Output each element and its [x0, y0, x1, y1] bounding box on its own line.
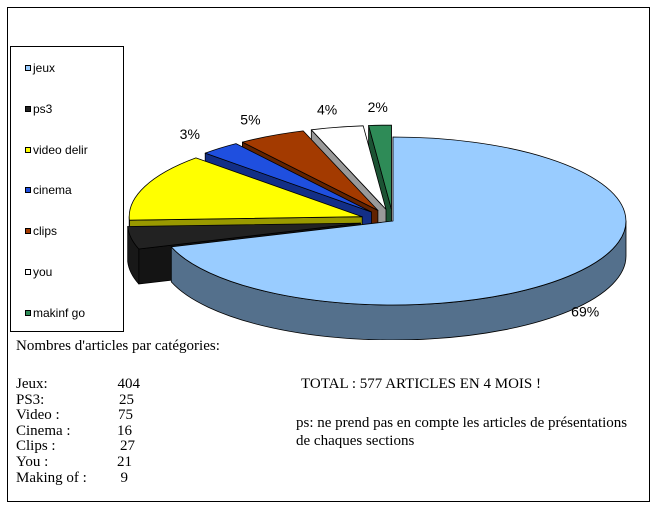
stat-row: Video : 75 [16, 407, 176, 423]
legend-item: jeux [25, 61, 56, 75]
stat-value: 404 [117, 376, 141, 392]
legend-item: you [25, 265, 53, 279]
stat-label: PS3: [16, 391, 45, 408]
stat-row: Clips : 27 [16, 438, 176, 454]
pie-slice [127, 222, 361, 250]
stat-row: PS3: 25 [16, 392, 176, 408]
stat-value: 9 [120, 469, 129, 486]
slice-percent-label: 4% [317, 102, 337, 118]
chart-frame [7, 7, 650, 502]
legend-item: makinf go [25, 305, 86, 320]
pie-chart: 69%4%13%3%5%4%2% [75, 99, 627, 340]
pie-slice [242, 130, 379, 211]
legend-item: ps3 [25, 101, 53, 116]
stat-label: You : [16, 454, 49, 470]
stat-value: 75 [118, 407, 133, 424]
legend-label: video delir [33, 142, 88, 157]
stat-value: 16 [117, 422, 132, 439]
legend-item: cinema [25, 183, 72, 198]
pie-slice [368, 124, 392, 210]
total-text: TOTAL : 577 ARTICLES EN 4 MOIS ! [301, 376, 541, 392]
stat-label: Video : [16, 407, 60, 424]
slice-percent-label: 69% [571, 304, 599, 320]
legend-label: you [33, 265, 53, 279]
legend-label: ps3 [33, 101, 53, 116]
legend-swatch [25, 228, 31, 235]
stat-value: 25 [119, 391, 134, 408]
legend-label: makinf go [33, 305, 86, 320]
pie-slice [170, 136, 627, 306]
slice-percent-label: 3% [180, 126, 200, 142]
stat-label: Making of : [16, 469, 87, 486]
pie-slice [128, 157, 363, 221]
stat-label: Cinema : [16, 422, 71, 439]
pie-slice [204, 143, 372, 213]
legend-item: clips [25, 224, 58, 239]
legend-swatch [25, 269, 31, 275]
stat-value: 27 [120, 438, 135, 455]
pie-slice [310, 125, 387, 210]
stat-row: Making of : 9 [16, 470, 176, 486]
stat-row: Jeux: 404 [16, 376, 176, 392]
legend-swatch [25, 146, 31, 153]
slice-percent-label: 5% [240, 111, 260, 127]
legend-swatch [25, 105, 31, 112]
legend-swatch [25, 187, 31, 194]
stat-row: You : 21 [16, 454, 176, 470]
legend-label: clips [33, 224, 58, 239]
legend-swatch [25, 65, 31, 71]
slice-percent-label: 2% [368, 99, 388, 115]
legend-label: cinema [33, 183, 72, 198]
stats-caption: Nombres d'articles par catégories: [16, 338, 220, 354]
stat-row: Cinema : 16 [16, 423, 176, 439]
legend-label: jeux [33, 61, 56, 75]
stat-label: Jeux: [16, 376, 48, 392]
legend-item: video delir [25, 142, 88, 157]
stat-value: 21 [117, 454, 132, 470]
chart-legend: jeux ps3 video delir cinema clips you makinf g… [10, 46, 124, 332]
stat-label: Clips : [16, 438, 56, 455]
note-text: ps: ne prend pas en compte les articles … [296, 415, 628, 449]
legend-swatch [25, 309, 31, 316]
